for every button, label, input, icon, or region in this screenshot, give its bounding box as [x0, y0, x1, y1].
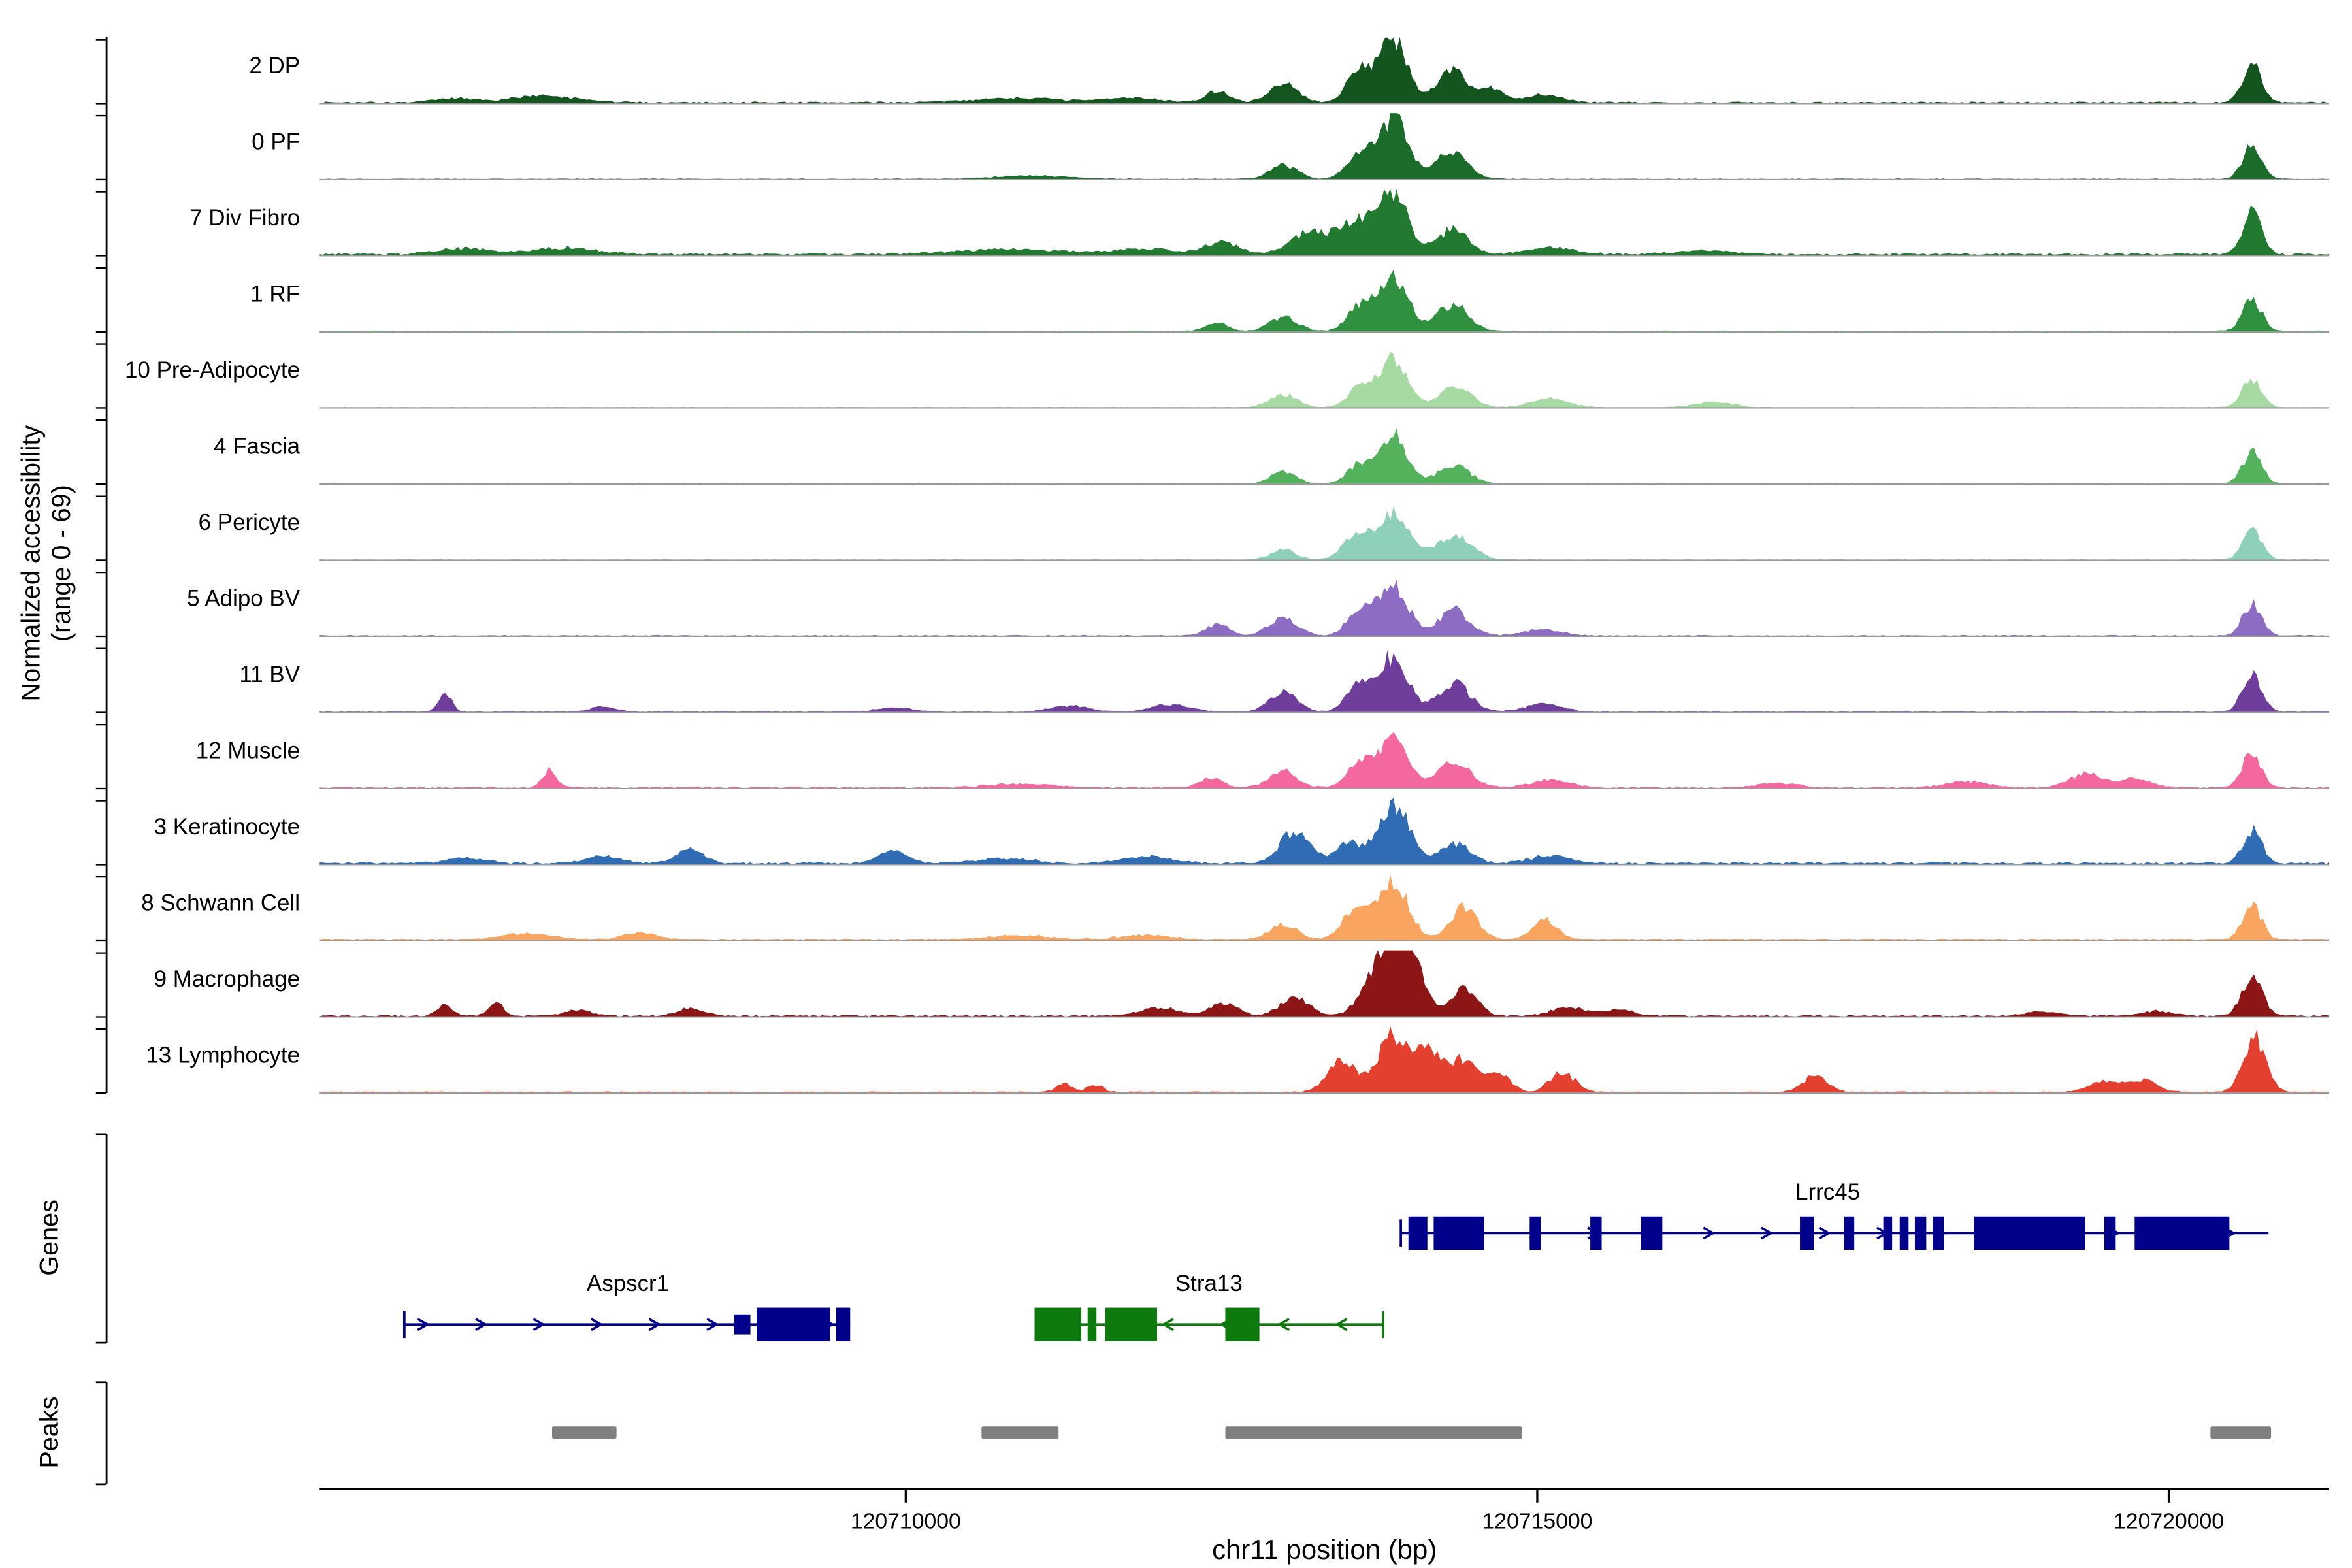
track-label: 12 Muscle	[196, 738, 300, 763]
peak-bar	[2210, 1426, 2272, 1439]
peak-bar	[1225, 1426, 1522, 1439]
strand-direction-chevron	[532, 1318, 546, 1331]
track-signal-area	[319, 269, 2330, 332]
track-label: 6 Pericyte	[199, 510, 300, 535]
track-label: 1 RF	[250, 281, 300, 306]
gene-exon	[2104, 1216, 2116, 1250]
track-label: 3 Keratinocyte	[154, 814, 300, 840]
track-signal-area	[319, 1026, 2330, 1094]
strand-direction-chevron	[1161, 1318, 1174, 1331]
gene-exon	[1087, 1307, 1097, 1341]
strand-direction-chevron	[475, 1318, 488, 1331]
gene-exon	[1914, 1216, 1927, 1250]
gene-exon	[2134, 1216, 2230, 1250]
gene-exon	[1034, 1307, 1082, 1341]
strand-direction-chevron	[648, 1318, 662, 1331]
strand-direction-chevron	[417, 1318, 430, 1331]
track-signal-area	[319, 113, 2330, 180]
gene-exon	[757, 1307, 830, 1341]
strand-direction-chevron	[1818, 1226, 1831, 1240]
gene-exon	[1844, 1216, 1855, 1250]
gene-name-label: Aspscr1	[587, 1271, 669, 1296]
strand-direction-chevron	[1761, 1226, 1774, 1240]
x-axis-title: chr11 position (bp)	[1212, 1534, 1437, 1565]
track-signal-area	[319, 798, 2330, 865]
strand-direction-chevron	[706, 1318, 719, 1331]
track-label: 4 Fascia	[214, 433, 301, 459]
track-label: 5 Adipo BV	[187, 585, 301, 611]
track-signal-area	[319, 874, 2330, 941]
track-signal-area	[319, 950, 2330, 1017]
strand-direction-chevron	[1335, 1318, 1348, 1331]
genes-section-label: Genes	[35, 1200, 64, 1276]
strand-direction-chevron	[591, 1318, 604, 1331]
genes-group: Aspscr1 Stra13 Lrrc45	[402, 1179, 2269, 1341]
x-axis-tick-label: 120710000	[851, 1509, 961, 1533]
track-label: 0 PF	[252, 129, 300, 154]
gene-exon	[1590, 1216, 1602, 1250]
track-signal-area	[319, 732, 2330, 789]
gene-exon	[734, 1314, 751, 1335]
gene-exon	[1529, 1216, 1541, 1250]
track-signal-area	[319, 351, 2330, 408]
track-signal-area	[319, 189, 2330, 256]
gene-exon	[1641, 1216, 1663, 1250]
gene-exon	[836, 1307, 851, 1341]
gene-name-label: Stra13	[1175, 1271, 1243, 1296]
gene-exon	[1883, 1216, 1893, 1250]
track-label: 7 Div Fibro	[189, 205, 300, 231]
peaks-section-label: Peaks	[35, 1397, 64, 1469]
x-axis-tick-label: 120715000	[1482, 1509, 1592, 1533]
track-label: 8 Schwann Cell	[141, 890, 300, 915]
gene-name-label: Lrrc45	[1795, 1179, 1860, 1205]
gene-exon	[1974, 1216, 2085, 1250]
gene-exon	[1105, 1307, 1158, 1341]
strand-direction-chevron	[1703, 1226, 1716, 1240]
peak-bar	[552, 1426, 617, 1439]
track-label: 11 BV	[239, 662, 300, 687]
track-label: 10 Pre-Adipocyte	[125, 357, 300, 383]
gene-exon	[1225, 1307, 1260, 1341]
y-axis-label-line1: Normalized accessibility	[17, 425, 46, 702]
strand-direction-chevron	[1277, 1318, 1290, 1331]
gene-exon	[1433, 1216, 1484, 1250]
gene-exon	[1408, 1216, 1428, 1250]
track-signal-area	[319, 580, 2330, 636]
peak-bar	[981, 1426, 1059, 1439]
x-axis-ticks-group: 120710000 120715000 120720000	[851, 1488, 2224, 1533]
gene-exon	[1933, 1216, 1944, 1250]
track-label: 2 DP	[249, 53, 300, 78]
tracks-group: 2 DP 0 PF 7 Div Fibro 1 RF 10 Pre-Adipocyte 4…	[95, 37, 2330, 1094]
track-signal-area	[319, 427, 2330, 484]
track-signal-area	[319, 37, 2330, 104]
y-axis-label-line2: (range 0 - 69)	[47, 485, 76, 642]
peaks-group	[552, 1426, 2272, 1439]
track-label: 13 Lymphocyte	[146, 1042, 300, 1068]
track-signal-area	[319, 650, 2330, 713]
x-axis-tick-label: 120720000	[2114, 1509, 2224, 1533]
track-signal-area	[319, 506, 2330, 561]
gene-exon	[1899, 1216, 1909, 1250]
track-label: 9 Macrophage	[154, 966, 300, 992]
gene-exon	[1800, 1216, 1814, 1250]
